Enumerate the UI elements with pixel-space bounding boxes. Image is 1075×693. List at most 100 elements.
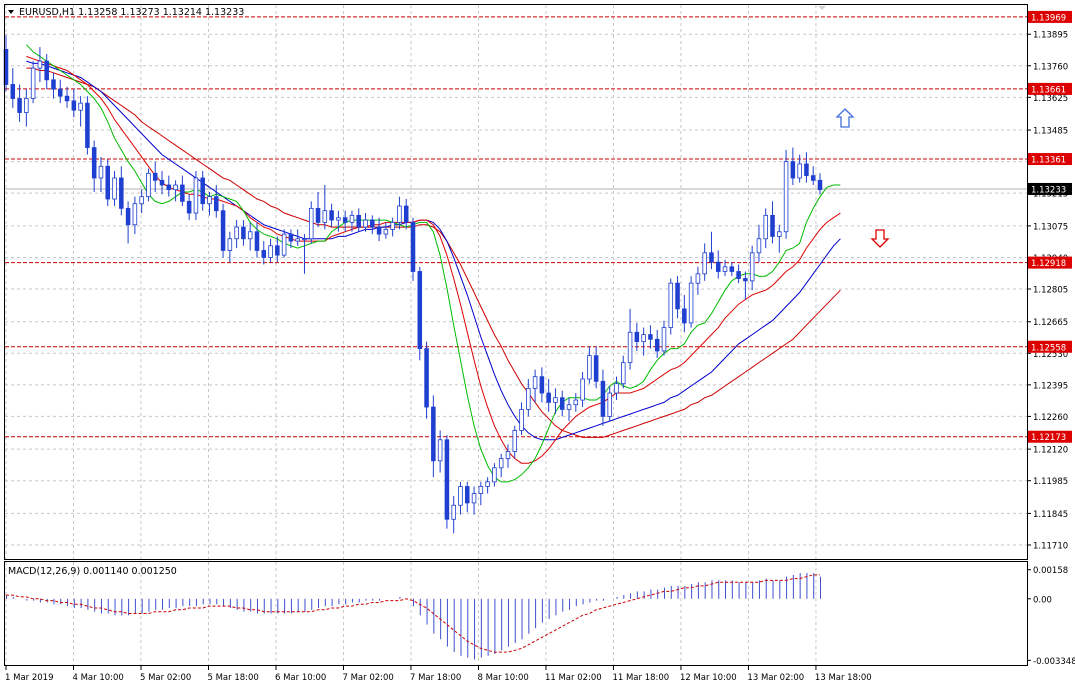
- candle-body-bear: [71, 100, 77, 111]
- price-tick-label: 1.12395: [1033, 381, 1068, 391]
- candle-body-bull: [621, 362, 626, 385]
- candle: [342, 210, 348, 232]
- candle-body-bull: [247, 231, 253, 240]
- candle: [336, 210, 341, 232]
- candle-body-bull: [492, 467, 497, 483]
- candle-body-bear: [709, 252, 714, 263]
- candle-body-bear: [810, 175, 816, 181]
- candle: [370, 215, 375, 235]
- candle: [288, 229, 294, 249]
- candle-body-bear: [186, 200, 192, 214]
- candle-body-bull: [193, 177, 199, 214]
- candle: [437, 430, 443, 473]
- candle: [214, 184, 219, 218]
- candle-body-bear: [804, 163, 809, 177]
- candle: [85, 96, 90, 155]
- level-label: 1.13661: [1031, 85, 1066, 95]
- candle: [559, 390, 565, 417]
- candle-body-bull: [607, 392, 612, 417]
- candle-body-bull: [146, 172, 151, 198]
- symbol-header: EURUSD,H1 1.13258 1.13273 1.13214 1.1323…: [19, 7, 244, 18]
- candle-body-bull: [587, 355, 592, 380]
- candlesticks: [3, 35, 823, 534]
- candle: [709, 231, 714, 270]
- candle: [234, 220, 239, 249]
- candle-body-bear: [220, 210, 226, 251]
- candle: [471, 486, 477, 515]
- candle: [98, 156, 104, 193]
- candle: [682, 294, 687, 333]
- candle: [173, 180, 178, 202]
- candle-body-bear: [417, 271, 423, 350]
- price-tick-label: 1.13075: [1033, 222, 1068, 232]
- candle: [200, 170, 205, 211]
- candle: [641, 327, 646, 356]
- candle-body-bull: [614, 383, 619, 394]
- candle: [119, 166, 124, 216]
- candle-body-bull: [308, 207, 314, 240]
- chart-menu-chevron-icon[interactable]: [8, 10, 14, 14]
- candle: [654, 329, 660, 358]
- candle-body-bear: [539, 376, 545, 394]
- price-tick-label: 1.12530: [1033, 350, 1068, 360]
- candle-body-bull: [437, 439, 443, 462]
- candle: [729, 262, 735, 277]
- candle: [804, 152, 809, 183]
- candle-body-bear: [17, 98, 22, 113]
- candle-body-bull: [30, 67, 36, 99]
- candle: [465, 481, 470, 513]
- candle: [817, 173, 823, 195]
- candle-body-bear: [329, 210, 334, 221]
- level-labels: 1.13969 1.13661 1.13361 1.12918 1.12558 1.121…: [1028, 10, 1072, 443]
- candle: [485, 477, 490, 494]
- candle-body-bull: [390, 221, 395, 230]
- candle-body-bull: [763, 214, 768, 240]
- candle: [349, 210, 355, 232]
- time-tick-label: 11 Mar 18:00: [612, 673, 669, 683]
- candle: [715, 250, 721, 279]
- candle-body-bull: [37, 60, 43, 69]
- macd-tick-label: 0.00158: [1033, 566, 1068, 576]
- current-price-box: [1028, 182, 1072, 195]
- level-label-box: [1028, 256, 1072, 269]
- candle: [159, 170, 165, 195]
- candle-body-bear: [370, 219, 375, 228]
- candle: [78, 96, 83, 127]
- candle-body-bear: [431, 406, 436, 462]
- candle: [614, 376, 619, 401]
- candle: [376, 217, 382, 242]
- time-tick-label: 1 Mar 2019: [5, 673, 53, 683]
- candle-body-bear: [10, 84, 16, 99]
- candle-body-bull: [722, 266, 728, 272]
- candle: [125, 201, 131, 244]
- time-tick-label: 11 Mar 02:00: [545, 673, 602, 683]
- time-tick-label: 5 Mar 18:00: [207, 673, 258, 683]
- candle-body-bear: [51, 79, 56, 90]
- candle-body-bull: [112, 177, 117, 200]
- macd-histogram: [6, 573, 821, 660]
- candle-body-bear: [444, 439, 450, 520]
- candle-body-bull: [641, 334, 646, 343]
- candle-body-bear: [58, 88, 63, 97]
- candle: [275, 236, 280, 263]
- candle-body-bear: [729, 266, 735, 272]
- candle-body-bear: [424, 348, 429, 408]
- candle-body-bull: [668, 282, 674, 328]
- price-pane-border: [4, 4, 1028, 560]
- candle-body-bear: [403, 205, 409, 223]
- candle: [410, 217, 416, 281]
- candle: [397, 196, 402, 230]
- candle: [505, 444, 511, 468]
- arrow-up-icon: [835, 108, 855, 128]
- level-label-box: [1028, 10, 1072, 23]
- candle-body-bear: [159, 179, 165, 186]
- candle-body-bear: [634, 331, 640, 343]
- candle-body-bear: [275, 245, 280, 256]
- candle: [444, 435, 450, 529]
- candle-body-bear: [214, 196, 219, 212]
- price-tick-label: 1.12665: [1033, 318, 1068, 328]
- candle: [390, 217, 395, 237]
- candle-body-bull: [702, 252, 707, 275]
